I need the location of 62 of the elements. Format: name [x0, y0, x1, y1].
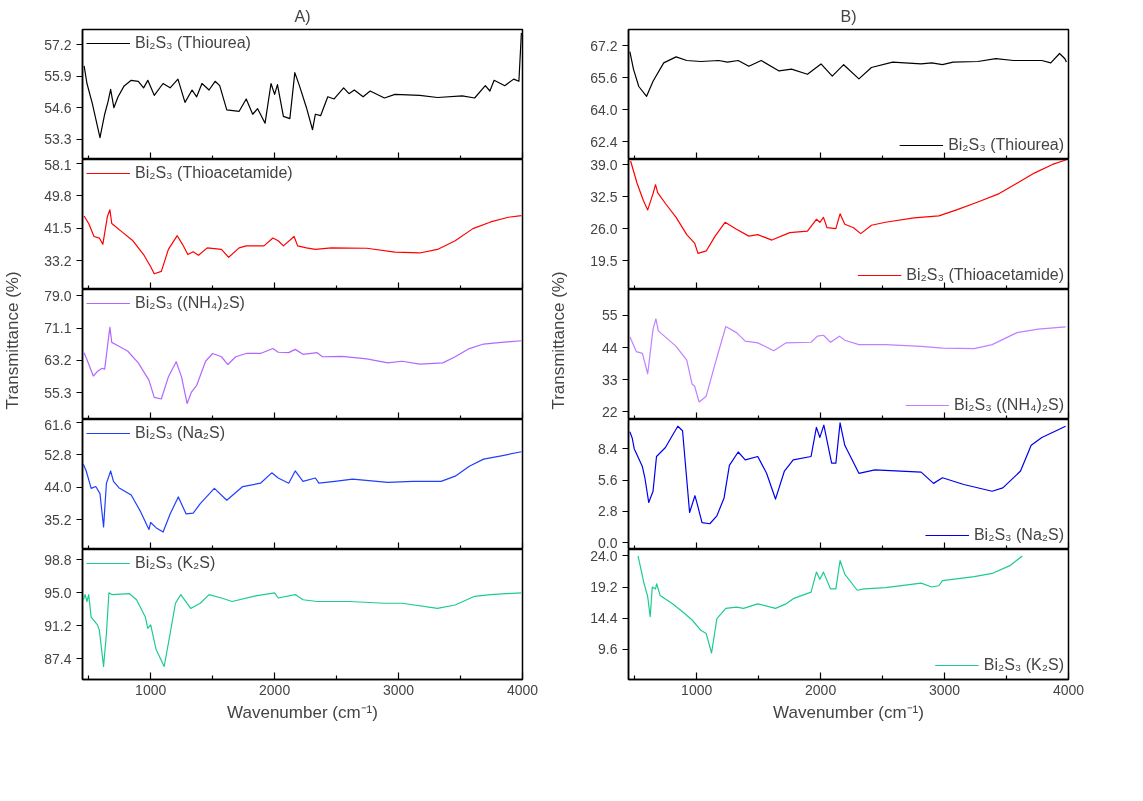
x-axis-title: Wavenumber (cm⁻¹): [227, 702, 378, 722]
legend-label: Bi₂S₃ (Na₂S): [135, 424, 226, 442]
y-tick-label: 44.0: [44, 479, 72, 496]
y-tick-label: 32.5: [590, 188, 618, 205]
y-tick-label: 53.3: [44, 131, 72, 148]
y-tick-label: 5.6: [598, 472, 618, 489]
y-tick-label: 58.1: [44, 156, 72, 173]
x-tick-label: 3000: [928, 681, 961, 698]
y-tick-label: 55: [601, 307, 618, 324]
y-tick-label: 22: [601, 403, 618, 420]
x-tick-label: 3000: [382, 681, 415, 698]
y-axis-title: Transmittance (%): [2, 271, 22, 410]
y-tick-label: 19.2: [590, 579, 618, 596]
legend-label: Bi₂S₃ (Thioacetamide): [135, 164, 293, 182]
y-tick-label: 49.8: [44, 187, 72, 204]
y-tick-label: 9.6: [598, 641, 618, 658]
y-tick-label: 44: [601, 339, 618, 356]
legend-label: Bi₂S₃ (K₂S): [983, 656, 1064, 674]
y-tick-label: 55.9: [44, 68, 72, 85]
y-tick-label: 35.2: [44, 511, 72, 528]
y-tick-label: 33.2: [44, 252, 72, 269]
legend-label: Bi₂S₃ (Thioacetamide): [906, 266, 1064, 284]
y-tick-label: 19.5: [590, 252, 618, 269]
legend-label: Bi₂S₃ ((NH₄)₂S): [954, 396, 1064, 414]
legend-label: Bi₂S₃ (Thiourea): [135, 34, 251, 52]
y-tick-label: 95.0: [44, 584, 72, 601]
chart-title: A): [294, 7, 311, 25]
x-tick-label: 1000: [681, 681, 713, 698]
legend-label: Bi₂S₃ (K₂S): [135, 554, 216, 572]
y-tick-label: 57.2: [44, 36, 72, 53]
y-tick-label: 62.4: [590, 133, 618, 150]
y-tick-label: 55.3: [44, 384, 72, 401]
chart-title: B): [840, 7, 857, 25]
x-tick-label: 4000: [506, 681, 539, 698]
y-tick-label: 54.6: [44, 99, 72, 116]
x-tick-label: 2000: [259, 681, 291, 698]
y-tick-label: 26.0: [590, 220, 618, 237]
legend-label: Bi₂S₃ (Na₂S): [973, 526, 1064, 544]
y-axis-title: Transmittance (%): [548, 271, 568, 410]
y-tick-label: 33: [601, 371, 618, 388]
y-tick-label: 63.2: [44, 352, 72, 369]
legend-label: Bi₂S₃ (Thiourea): [948, 136, 1064, 154]
y-tick-label: 91.2: [44, 617, 72, 634]
y-tick-label: 41.5: [44, 220, 72, 237]
x-axis-title: Wavenumber (cm⁻¹): [773, 702, 924, 722]
x-tick-label: 1000: [135, 681, 167, 698]
y-tick-label: 52.8: [44, 446, 72, 463]
y-tick-label: 98.8: [44, 551, 72, 568]
y-tick-label: 71.1: [44, 320, 72, 337]
y-tick-label: 79.0: [44, 287, 72, 304]
x-tick-label: 4000: [1052, 681, 1085, 698]
legend-label: Bi₂S₃ ((NH₄)₂S): [135, 294, 245, 312]
y-tick-label: 61.6: [44, 416, 72, 433]
y-tick-label: 87.4: [44, 650, 72, 667]
y-tick-label: 8.4: [598, 440, 618, 457]
x-tick-label: 2000: [805, 681, 837, 698]
y-tick-label: 39.0: [590, 156, 618, 173]
y-tick-label: 14.4: [590, 610, 618, 627]
y-tick-label: 65.6: [590, 69, 618, 86]
y-tick-label: 67.2: [590, 37, 618, 54]
y-tick-label: 2.8: [598, 503, 618, 520]
y-tick-label: 64.0: [590, 101, 618, 118]
